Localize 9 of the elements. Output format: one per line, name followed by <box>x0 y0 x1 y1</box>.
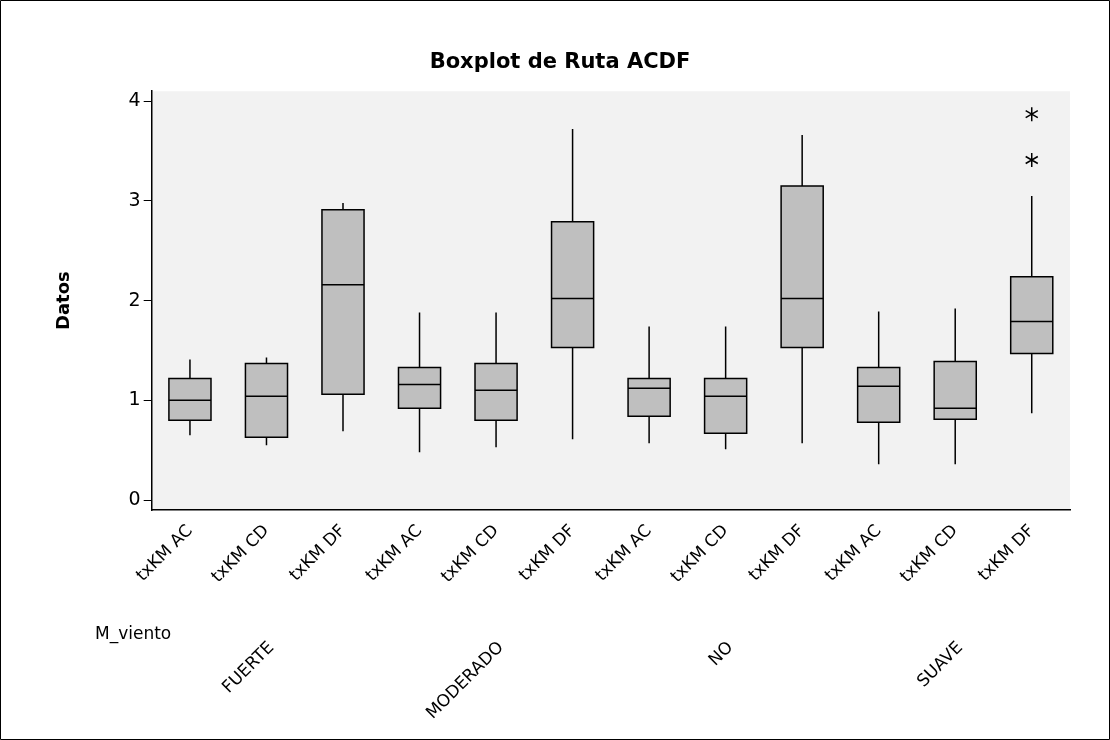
y-axis-title: Datos <box>52 271 74 330</box>
y-tick-label: 0 <box>128 486 141 509</box>
chart-title: Boxplot de Ruta ACDF <box>429 49 691 74</box>
y-tick-label: 3 <box>128 187 141 210</box>
y-tick-label: 1 <box>128 387 141 410</box>
y-tick-label: 4 <box>128 88 141 111</box>
text: M_viento <box>95 623 172 645</box>
text: NO <box>703 636 737 670</box>
y-tick-label: 2 <box>128 287 141 310</box>
